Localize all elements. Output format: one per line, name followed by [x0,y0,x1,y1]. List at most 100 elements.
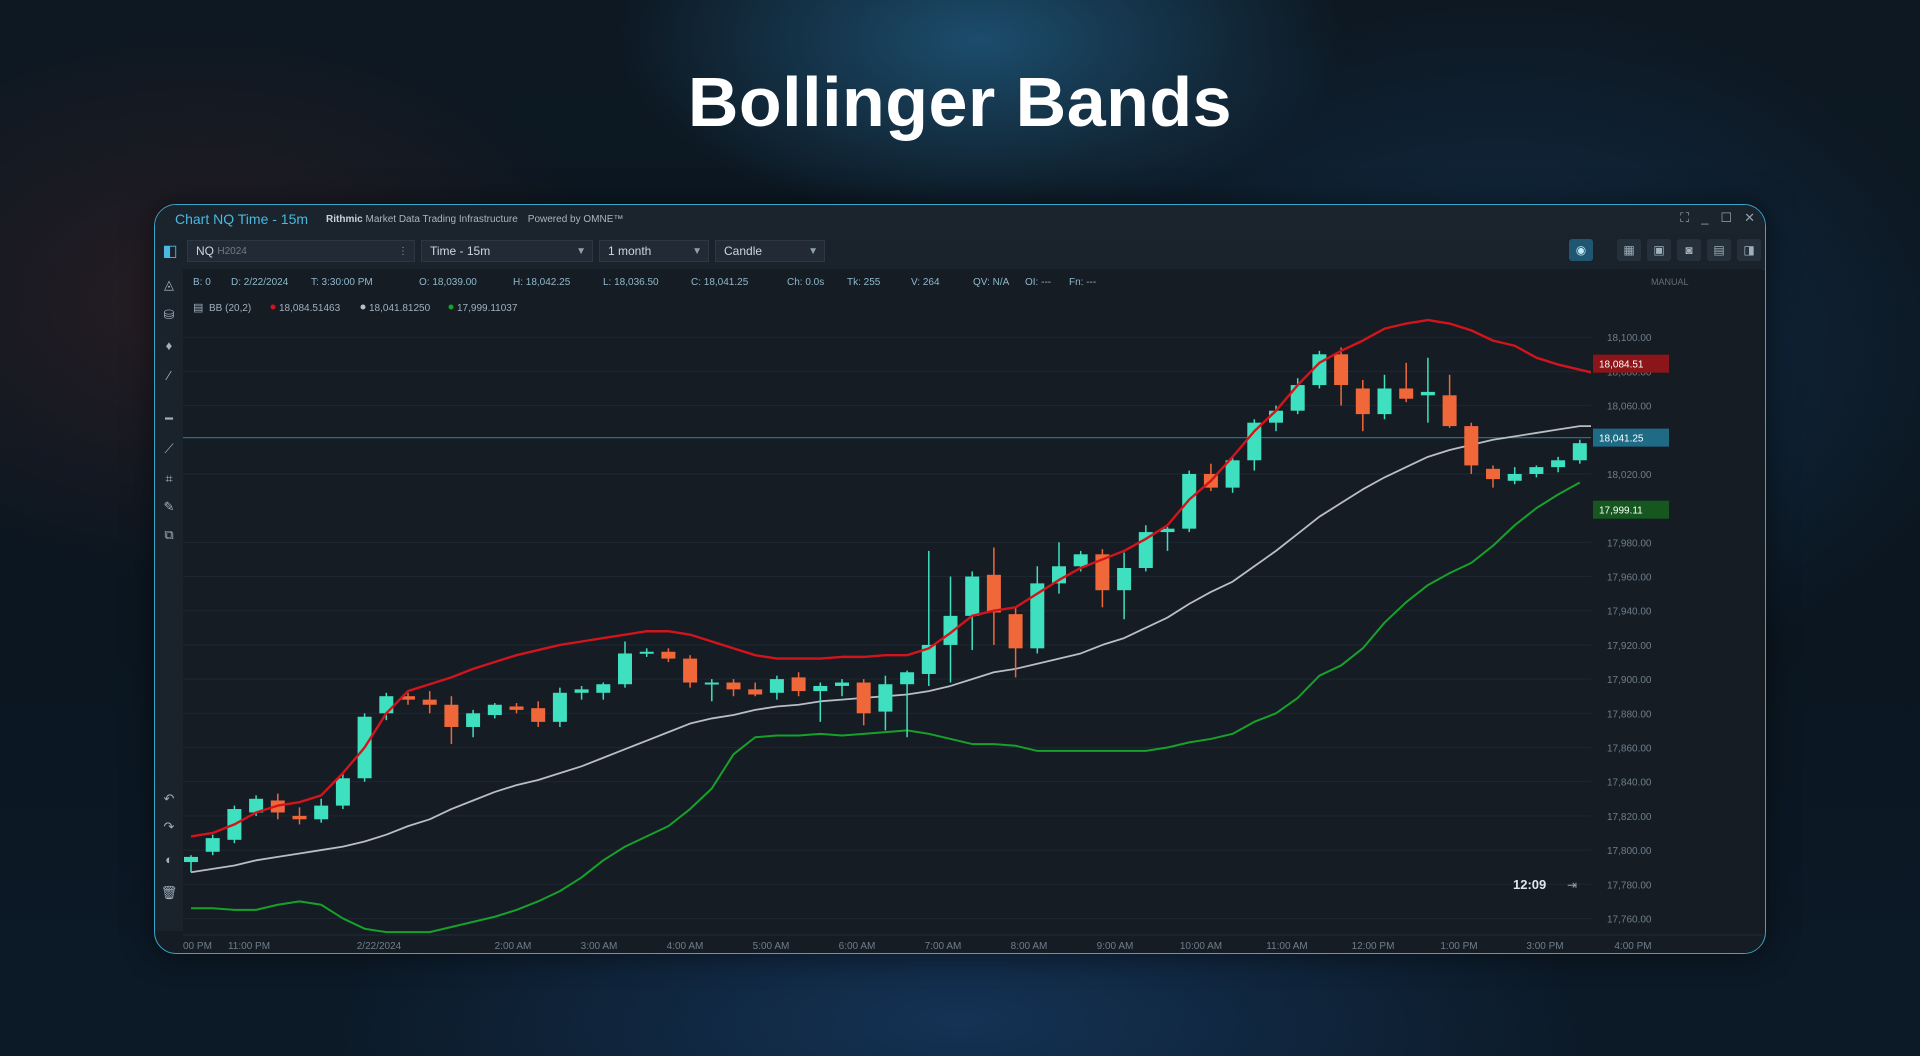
indicators-icon[interactable]: ◬ [164,277,174,292]
measure-icon[interactable]: ⧉ [164,527,174,542]
candle-body [986,574,1001,613]
symbol-menu-icon[interactable]: ⋮ [398,245,408,257]
candle-body [1008,614,1023,649]
time-tick: 8:00 AM [1011,941,1048,952]
candle [335,773,350,810]
candle-body [401,696,415,700]
symbol-input[interactable]: NQ H2024 ⋮ [187,240,415,262]
candle-body [1420,391,1435,396]
brush-icon[interactable]: ✎ [163,499,175,514]
time-tick: 9:00 AM [1097,941,1134,952]
info-ch: Ch: 0.0s [787,277,824,288]
trendline-icon[interactable]: ⟋ [164,441,174,456]
price-tick: 17,780.00 [1607,880,1652,891]
candle [835,679,849,697]
info-l: L: 18,036.50 [603,277,659,288]
candle [184,855,198,873]
candle-body [1138,532,1153,568]
timeframe-value: Time - 15m [430,244,491,258]
panel-icon[interactable]: ◨ [1737,239,1761,261]
price-chart[interactable]: B: 0 D: 2/22/2024 T: 3:30:00 PM O: 18,039.0… [183,269,1763,953]
candle-body [1399,388,1414,399]
horizontal-line-icon[interactable]: ━ [165,411,173,426]
time-tick: 12:00 PM [1352,941,1395,952]
candle [1399,362,1414,403]
maximize-icon[interactable]: ⛶ [1680,210,1690,225]
close-icon[interactable]: ✕ [1744,210,1755,225]
undo-icon[interactable]: ↶ [163,791,175,806]
candle [921,550,936,686]
layout-icon[interactable]: ▦ [1617,239,1641,261]
candle [466,709,481,738]
candle-body [487,704,502,716]
save-icon[interactable]: ▤ [1707,239,1731,261]
candle-body [1290,385,1305,411]
redo-icon[interactable]: ↷ [163,819,175,834]
candle-body [205,838,220,852]
lower-band-line [191,481,1581,934]
candle-body [900,672,915,685]
clock-label: 12:09 [1513,877,1546,892]
visibility-icon[interactable]: ◐ [165,851,173,867]
candle [769,675,784,700]
candle [1355,379,1370,432]
candle [1507,467,1522,485]
time-tick: 11:00 AM [1266,941,1308,952]
candle [618,641,632,688]
info-b: B: 0 [193,277,211,288]
candle [1117,552,1132,620]
candle [1334,347,1349,406]
candle [509,703,524,714]
camera-icon[interactable]: ◙ [1677,239,1701,261]
candle [1442,374,1457,428]
candle-body [1507,473,1522,481]
info-oi: OI: --- [1025,277,1051,288]
lower-band-tag: 17,999.11 [1593,500,1669,519]
alert-icon[interactable]: ♦ [165,337,173,353]
candle [314,798,329,823]
last-price-tag-bg [1593,428,1669,447]
candle-body [335,778,350,806]
toolbar-right: ◉ ▦ ▣ ◙ ▤ ◨ [1569,239,1761,261]
upper-band-tag-text: 18,084.51 [1599,360,1644,371]
candle [531,701,546,727]
upper-band-tag: 18,084.51 [1593,354,1669,373]
drawing-icon[interactable]: ⛁ [163,307,175,322]
candle [1572,439,1587,464]
chart-area[interactable]: B: 0 D: 2/22/2024 T: 3:30:00 PM O: 18,039.0… [183,269,1765,953]
price-tick: 17,880.00 [1607,709,1652,720]
lock-icon[interactable]: ▣ [1647,239,1671,261]
candle-body [683,658,698,683]
time-tick: 11:00 PM [228,941,270,952]
info-c: C: 18,041.25 [691,277,749,288]
legend-lower-dot [448,304,454,310]
price-tick: 17,920.00 [1607,641,1652,652]
left-toolbar: ◬ ⛁ ♦ ⁄ ━ ⟋ ⌗ ✎ ⧉ ↶ ↷ ◐ 🗑 [155,269,184,931]
candle-body [1377,388,1392,415]
range-select[interactable]: 1 month ▼ [599,240,709,262]
time-tick: 7:00 AM [925,941,962,952]
info-h: H: 18,042.25 [513,277,571,288]
rectangle-icon[interactable]: ⌗ [165,471,173,486]
price-tick: 18,020.00 [1607,470,1652,481]
scroll-end-icon: ⇥ [1567,878,1577,892]
trash-icon[interactable]: 🗑 [160,885,178,900]
restore-icon[interactable]: ☐ [1720,210,1733,225]
candle [1030,566,1045,654]
chart-type-select[interactable]: Candle ▼ [715,240,825,262]
candle-body [1269,410,1283,423]
candle-body [704,682,719,685]
candle-body [856,682,871,714]
candle [1312,350,1327,389]
magic-icon[interactable]: ⁄ [167,367,171,383]
timeframe-select[interactable]: Time - 15m ▼ [421,240,593,262]
candle-body [531,708,546,722]
axis-manual-label: MANUAL [1651,277,1689,287]
candle [1486,465,1500,488]
chat-icon[interactable]: ◉ [1569,239,1593,261]
price-tick: 18,080.00 [1607,367,1652,378]
symbol-sub: H2024 [217,245,247,257]
sidebar-toggle-icon[interactable]: ◧ [162,243,178,260]
minimize-icon[interactable]: _ [1701,210,1709,225]
candle-body [943,615,958,645]
